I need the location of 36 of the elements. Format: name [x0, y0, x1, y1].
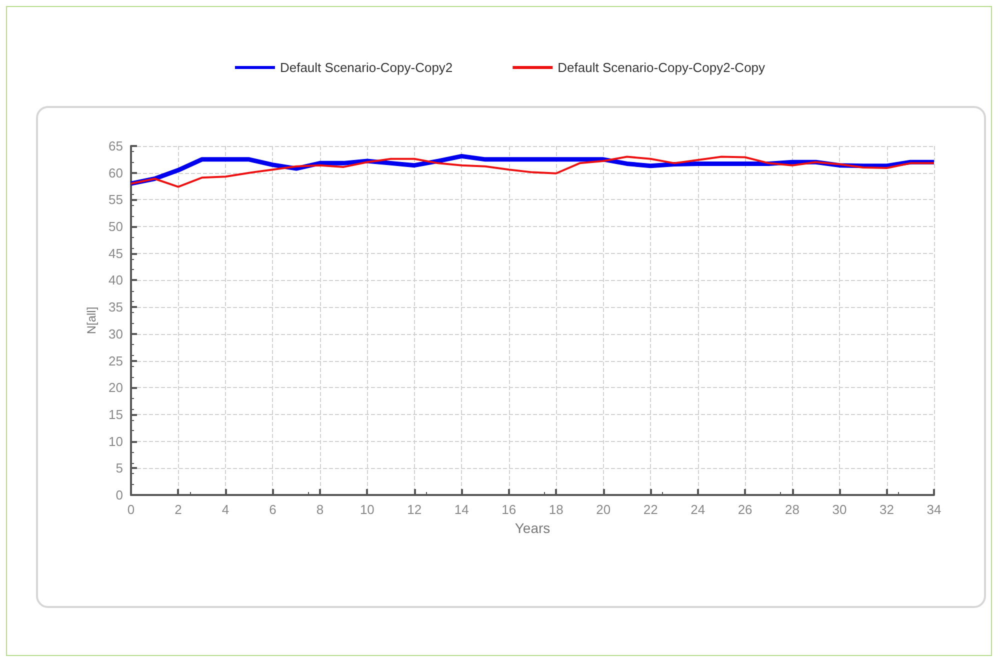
y-tick-label: 45: [108, 246, 123, 261]
y-tick-label: 5: [116, 460, 123, 476]
y-tick-label: 55: [108, 192, 123, 208]
x-tick-label: 28: [785, 502, 800, 517]
y-tick-label: 40: [108, 272, 123, 288]
x-tick-label: 4: [222, 502, 230, 517]
legend-label: Default Scenario-Copy-Copy2-Copy: [558, 60, 766, 75]
y-tick-label: 65: [108, 138, 123, 154]
y-tick-label: 0: [116, 488, 123, 502]
x-tick-label: 32: [880, 502, 894, 517]
y-tick-label: 60: [108, 165, 123, 180]
x-tick-label: 26: [738, 502, 752, 517]
x-tick-label: 18: [548, 502, 564, 517]
y-tick-label: 20: [108, 380, 123, 396]
x-tick-label: 34: [926, 502, 942, 517]
x-tick-label: 10: [360, 502, 374, 517]
y-tick-label: 10: [108, 434, 123, 449]
y-tick-label: 35: [108, 300, 123, 315]
y-tick-label: 50: [108, 219, 123, 234]
y-tick-label: 15: [108, 406, 123, 422]
x-tick-label: 24: [690, 502, 706, 517]
x-tick-label: 8: [316, 502, 324, 517]
legend-label: Default Scenario-Copy-Copy2: [280, 60, 453, 75]
x-tick-label: 2: [174, 502, 182, 517]
x-tick-label: 6: [269, 502, 276, 517]
x-tick-label: 30: [832, 502, 847, 517]
x-tick-label: 12: [407, 502, 422, 517]
y-tick-label: 30: [108, 326, 123, 342]
y-axis-title: N[all]: [84, 306, 99, 334]
x-axis-title: Years: [514, 520, 550, 536]
y-tick-label: 25: [108, 353, 123, 368]
x-tick-label: 16: [502, 502, 516, 517]
x-tick-label: 22: [643, 502, 658, 517]
x-tick-label: 14: [454, 502, 469, 517]
x-tick-label: 0: [127, 502, 135, 517]
x-tick-label: 20: [596, 502, 611, 517]
